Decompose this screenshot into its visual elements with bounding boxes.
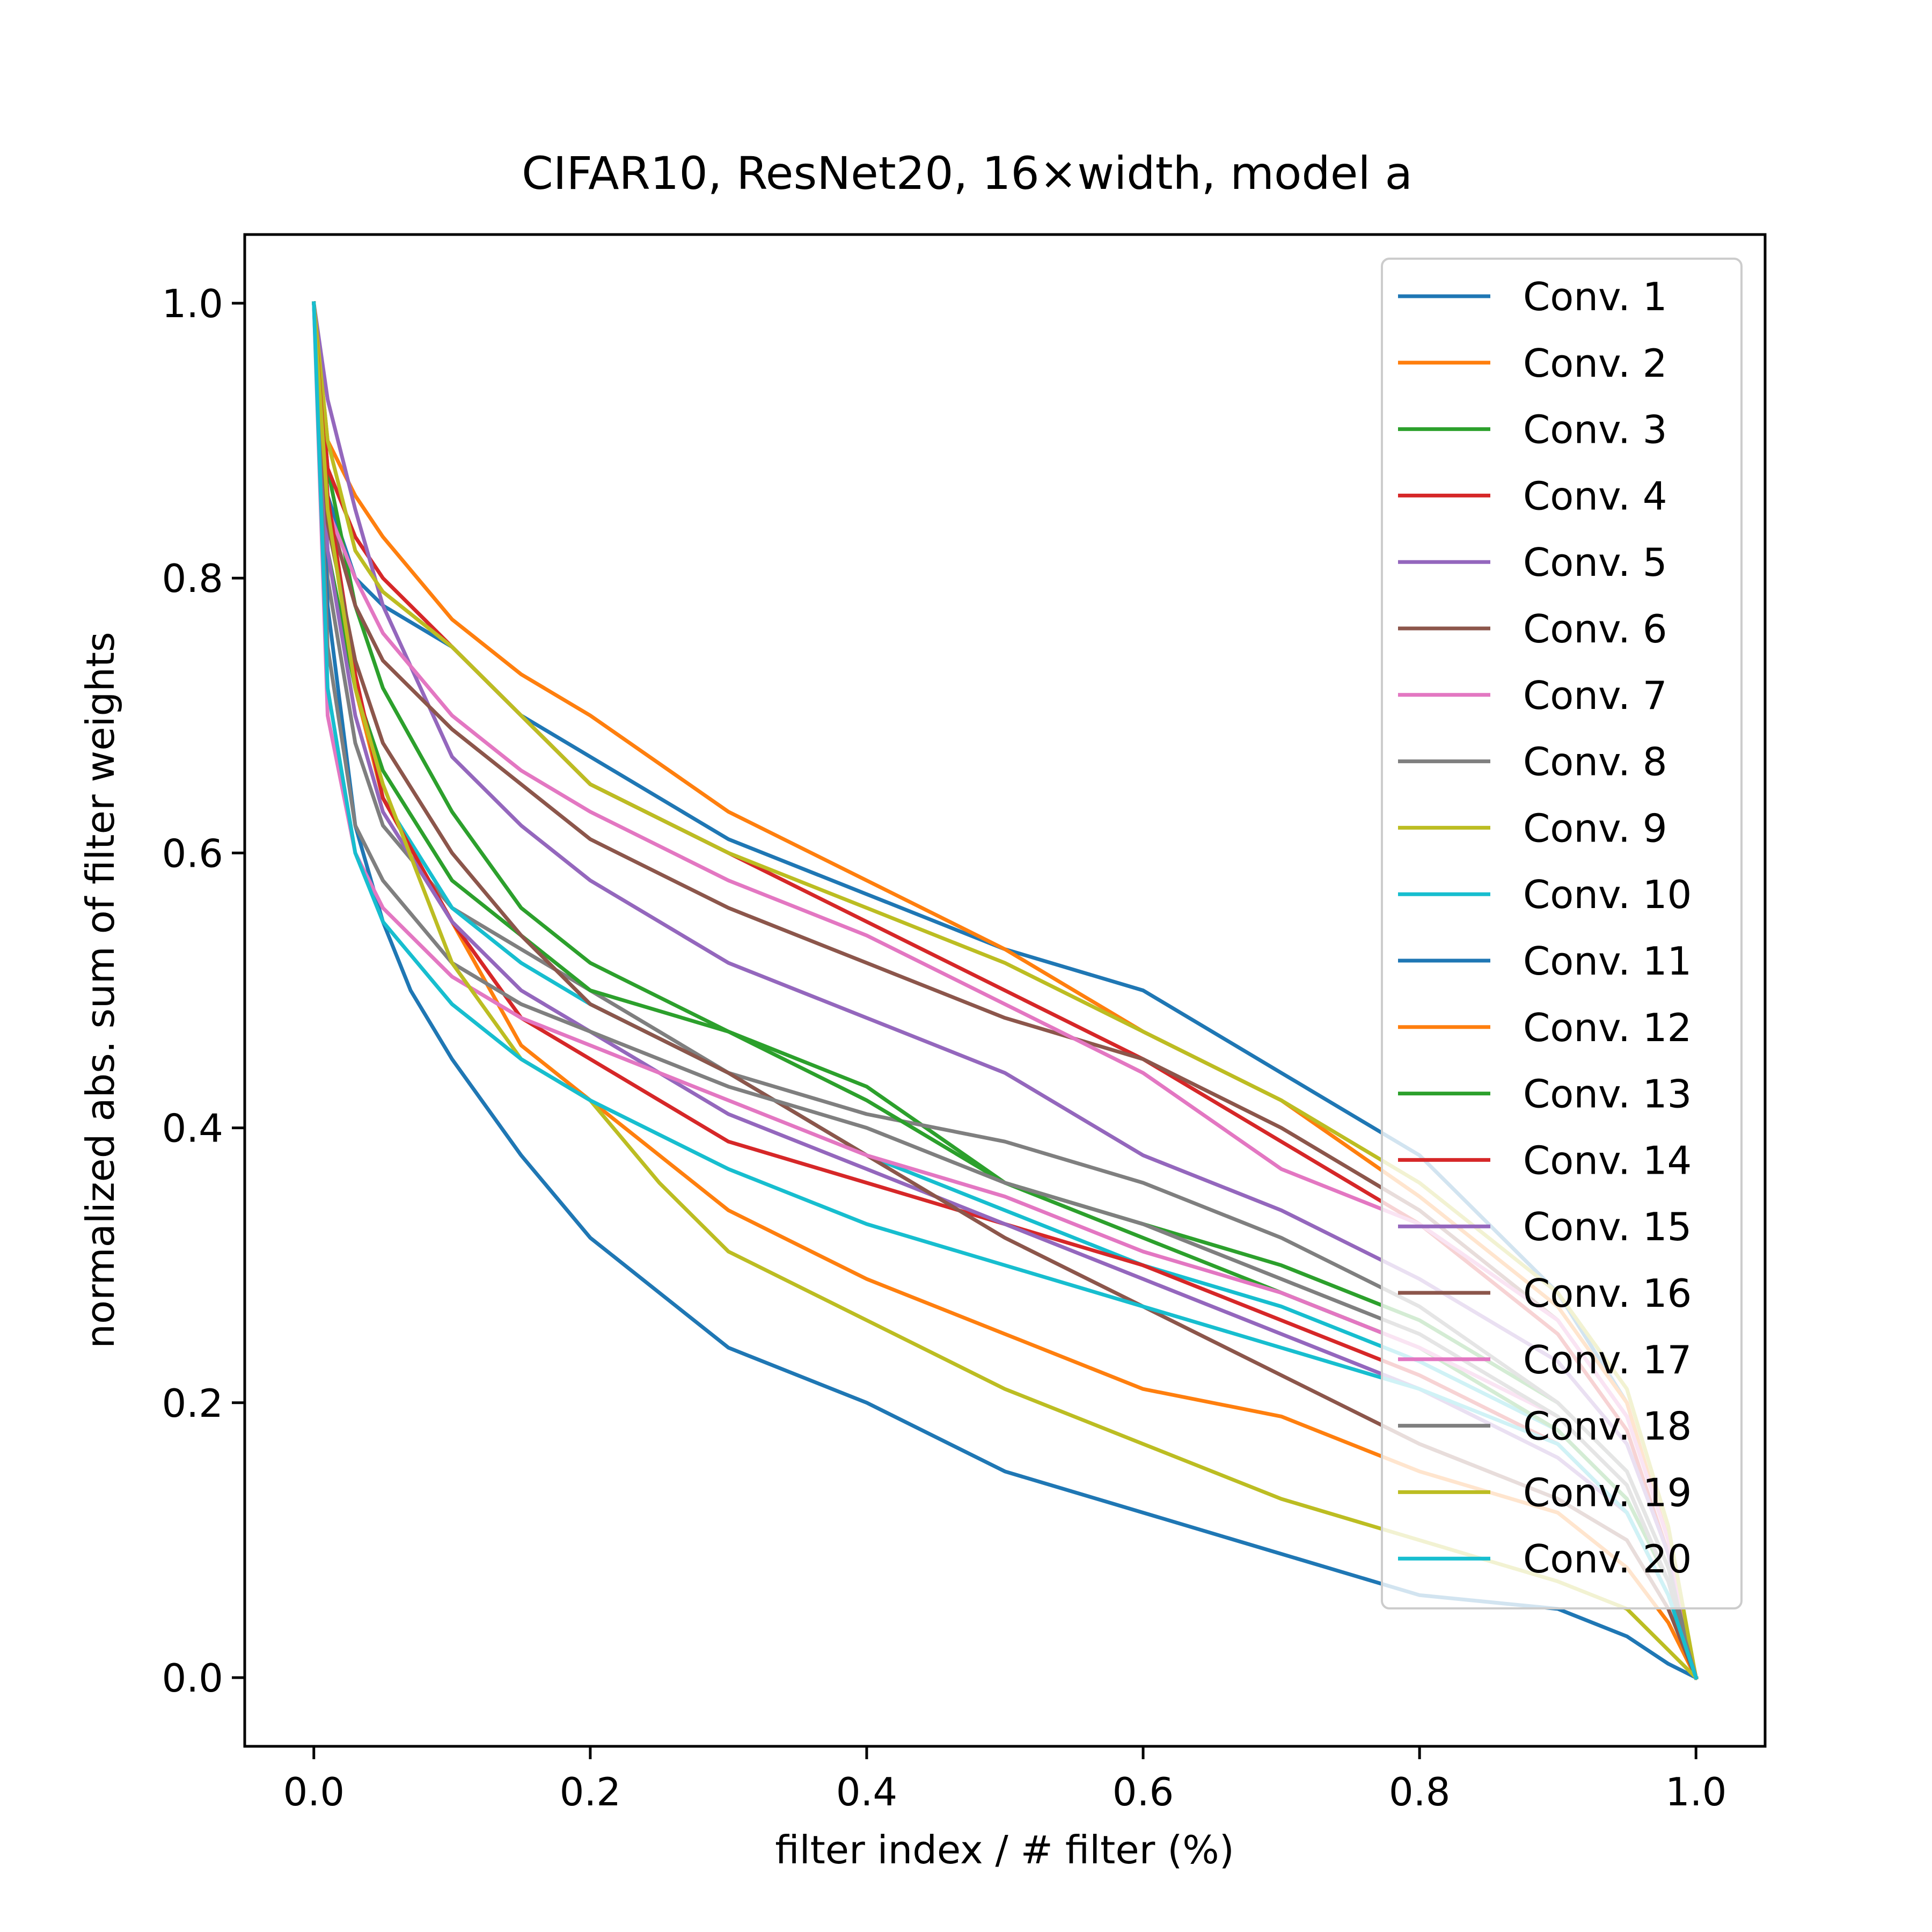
y-tick-label: 0.2 [162,1381,223,1426]
chart-title: CIFAR10, ResNet20, 16×width, model a [522,147,1413,200]
legend-label: Conv. 12 [1523,1005,1692,1050]
legend-label: Conv. 19 [1523,1470,1692,1515]
legend-label: Conv. 15 [1523,1204,1692,1249]
axis-ticks: 0.0 0.2 0.4 0.6 0.8 1.0 0.0 0.2 0.4 0.6 0.8 1.0 [162,281,1726,1814]
x-tick-label: 0.4 [836,1769,898,1814]
legend-label: Conv. 6 [1523,606,1667,652]
legend-label: Conv. 1 [1523,274,1667,319]
y-tick-label: 0.0 [162,1656,223,1701]
legend-label: Conv. 13 [1523,1072,1692,1117]
x-tick-label: 0.8 [1389,1769,1451,1814]
y-tick-label: 0.4 [162,1106,223,1151]
x-tick-label: 0.0 [283,1769,345,1814]
legend-label: Conv. 14 [1523,1138,1692,1183]
legend-label: Conv. 18 [1523,1404,1692,1449]
legend-label: Conv. 16 [1523,1271,1692,1316]
legend-label: Conv. 17 [1523,1337,1692,1382]
legend-label: Conv. 2 [1523,341,1667,386]
y-axis-label: normalized abs. sum of filter weights [78,632,123,1348]
legend-frame [1381,258,1743,1609]
legend-label: Conv. 3 [1523,407,1667,452]
legend: Conv. 1 Conv. 2 Conv. 3 Conv. 4 Conv. 5 Conv.… [1381,258,1743,1609]
x-tick-label: 0.2 [560,1769,621,1814]
y-tick-label: 0.6 [162,831,223,876]
y-tick-label: 0.8 [162,556,223,601]
legend-label: Conv. 5 [1523,540,1667,585]
legend-items: Conv. 1 Conv. 2 Conv. 3 Conv. 4 Conv. 5 Conv.… [1398,274,1692,1582]
legend-label: Conv. 8 [1523,740,1667,785]
x-axis-label: filter index / # filter (%) [775,1827,1234,1872]
plot-frame [243,233,1767,1748]
legend-label: Conv. 20 [1523,1536,1692,1582]
x-tick-label: 1.0 [1665,1769,1727,1814]
legend-label: Conv. 4 [1523,473,1667,518]
legend-label: Conv. 10 [1523,872,1692,917]
legend-label: Conv. 7 [1523,673,1667,718]
legend-label: Conv. 9 [1523,806,1667,851]
x-tick-label: 0.6 [1113,1769,1174,1814]
y-tick-label: 1.0 [162,281,223,326]
legend-label: Conv. 11 [1523,939,1692,984]
